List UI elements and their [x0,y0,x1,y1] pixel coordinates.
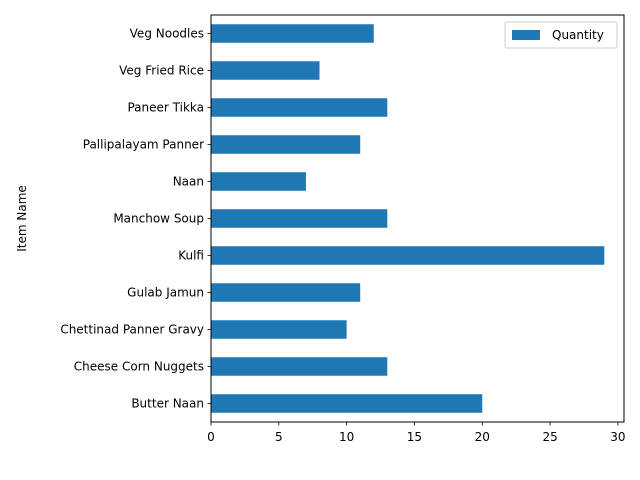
y-tick-label: Cheese Corn Nuggets [74,360,204,374]
y-axis-label: Item Name [15,185,29,252]
legend-label: Quantity [552,28,604,42]
bar-manchow-soup [211,209,388,228]
y-tick-label: Pallipalayam Panner [83,138,204,152]
y-tick-label: Manchow Soup [113,212,204,226]
x-tick-label: 20 [475,430,490,444]
bar-veg-noodles [211,24,374,43]
x-tick-label: 15 [407,430,422,444]
bar-gulab-jamun [211,283,361,302]
bars-group [211,24,605,413]
legend-swatch [512,30,540,40]
x-tick-label: 5 [275,430,283,444]
y-tick-label: Chettinad Panner Gravy [60,323,204,337]
y-axis-ticks: Butter Naan Cheese Corn Nuggets Chettinad … [60,27,211,411]
x-tick-label: 0 [207,430,215,444]
plot-frame [210,14,625,423]
bar-veg-fried-rice [211,61,320,80]
y-tick-label: Kulfi [178,249,204,263]
bar-naan [211,172,306,191]
bar-chettinad-panner-gravy [211,320,347,339]
y-tick-label: Gulab Jamun [127,286,204,300]
y-tick-label: Veg Fried Rice [119,64,204,78]
bar-cheese-corn-nuggets [211,357,388,376]
y-tick-label: Paneer Tikka [127,101,204,115]
x-tick-label: 10 [339,430,354,444]
y-tick-label: Veg Noodles [130,27,204,41]
x-tick-label: 30 [610,430,625,444]
x-axis-ticks: 0 5 10 15 20 25 30 [207,422,626,444]
x-tick-label: 25 [542,430,557,444]
bar-pallipalayam-panner [211,135,361,154]
y-tick-label: Butter Naan [131,397,204,411]
bar-butter-naan [211,394,483,413]
bar-kulfi [211,246,605,265]
y-tick-label: Naan [173,175,204,189]
legend-box [504,21,618,49]
bar-paneer-tikka [211,98,388,117]
legend: Quantity [504,21,618,49]
